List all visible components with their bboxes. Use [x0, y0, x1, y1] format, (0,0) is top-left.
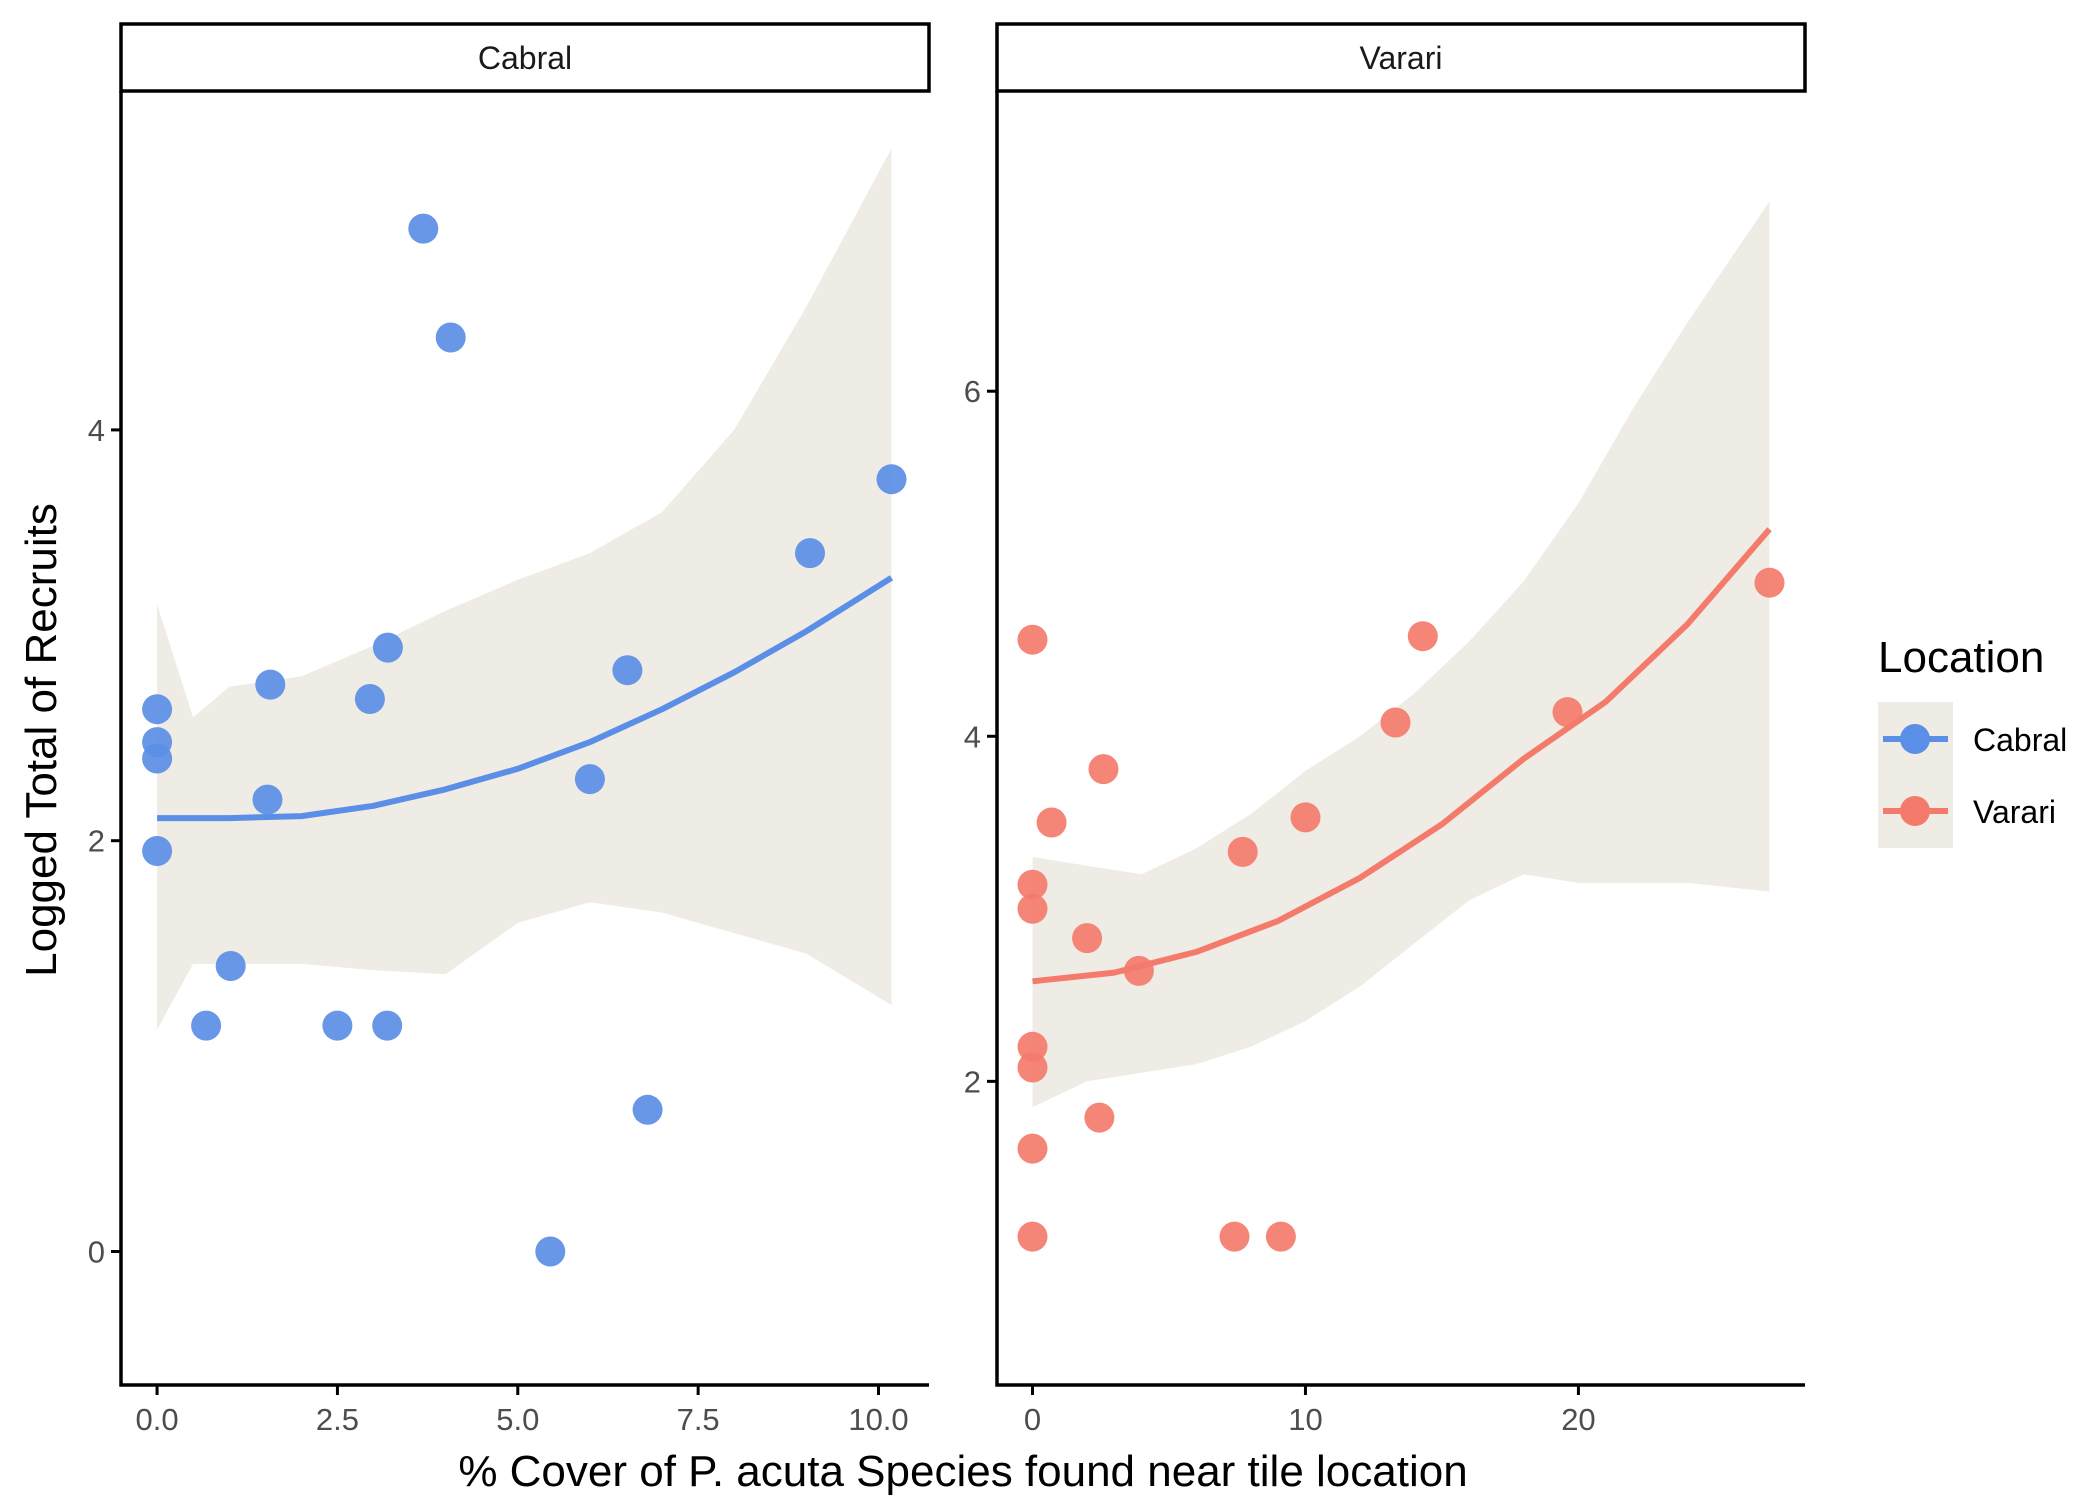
data-point-cabral-20: [876, 464, 907, 495]
data-point-cabral-19: [795, 538, 825, 569]
data-point-cabral-10: [354, 684, 385, 714]
data-point-cabral-16: [574, 764, 605, 795]
data-point-cabral-14: [435, 322, 466, 353]
x-tick-label-cabral-1: 2.5: [316, 1402, 359, 1437]
data-point-cabral-3: [142, 743, 173, 774]
y-tick-label-cabral-1: 2: [88, 824, 105, 859]
data-point-cabral-6: [215, 951, 246, 981]
data-point-varari-1: [1017, 624, 1048, 655]
x-axis-title: % Cover of P. acuta Species found near t…: [458, 1447, 1467, 1496]
data-point-varari-14: [1227, 836, 1258, 867]
data-point-varari-9: [1072, 923, 1103, 954]
data-point-cabral-13: [408, 213, 439, 244]
data-point-cabral-5: [191, 1010, 222, 1041]
y-tick-label-varari-2: 6: [964, 374, 981, 409]
data-point-varari-17: [1380, 707, 1411, 738]
data-point-cabral-4: [142, 836, 173, 866]
legend-point-cabral: [1900, 724, 1930, 754]
data-point-cabral-1: [142, 694, 173, 725]
confidence-ribbon-varari: [1032, 201, 1770, 1108]
legend-item-varari: Varari: [1883, 794, 2056, 830]
confidence-ribbon-cabral: [157, 148, 892, 1030]
x-tick-label-varari-1: 10: [1288, 1402, 1322, 1437]
data-point-cabral-8: [255, 669, 286, 700]
x-tick-label-cabral-0: 0.0: [136, 1402, 179, 1437]
data-point-cabral-15: [535, 1236, 566, 1267]
panel-varari: Varari 0 10 20 2 4 6: [964, 22, 1807, 1437]
y-tick-label-cabral-2: 4: [88, 413, 105, 448]
strip-label-varari: Varari: [1360, 40, 1443, 76]
data-point-cabral-7: [252, 784, 283, 815]
y-tick-label-varari-1: 4: [964, 719, 981, 754]
data-point-cabral-17: [612, 655, 643, 686]
data-point-varari-6: [1017, 1133, 1048, 1164]
y-tick-label-varari-0: 2: [964, 1064, 981, 1099]
data-point-varari-10: [1084, 1102, 1115, 1133]
legend-label-varari: Varari: [1973, 794, 2056, 830]
panel-cabral: Cabral 0.0 2.5 5.0 7.5 10.0 0 2 4: [88, 22, 931, 1437]
data-point-varari-13: [1219, 1221, 1250, 1252]
trend-line-cabral: [157, 575, 894, 822]
data-point-varari-16: [1290, 802, 1321, 833]
data-point-varari-7: [1017, 1221, 1048, 1252]
x-tick-label-varari-2: 20: [1561, 1402, 1595, 1437]
legend: Location Cabral Varari: [1878, 633, 2067, 848]
data-point-varari-3: [1017, 893, 1048, 924]
strip-label-cabral: Cabral: [478, 40, 572, 76]
strip-cabral: [119, 22, 931, 93]
data-point-cabral-11: [372, 1010, 403, 1041]
data-point-varari-18: [1407, 621, 1438, 652]
y-tick-label-cabral-0: 0: [88, 1234, 105, 1269]
legend-item-cabral: Cabral: [1883, 722, 2067, 758]
trend-line-varari: [1032, 527, 1772, 985]
y-axis-title: Logged Total of Recruits: [17, 503, 66, 977]
x-tick-label-cabral-2: 5.0: [496, 1402, 539, 1437]
data-point-varari-15: [1265, 1221, 1296, 1252]
legend-point-varari: [1900, 796, 1930, 826]
data-point-varari-5: [1017, 1052, 1048, 1083]
data-point-cabral-12: [372, 632, 403, 663]
legend-key-background: [1878, 702, 1953, 848]
data-point-varari-2: [1017, 869, 1048, 900]
data-point-varari-20: [1754, 567, 1785, 598]
legend-label-cabral: Cabral: [1973, 722, 2067, 758]
data-point-varari-4: [1017, 1031, 1048, 1062]
strip-varari: [995, 22, 1807, 93]
x-tick-label-cabral-3: 7.5: [677, 1402, 720, 1437]
legend-title: Location: [1878, 633, 2044, 682]
x-tick-label-cabral-4: 10.0: [848, 1402, 908, 1437]
x-tick-label-varari-0: 0: [1024, 1402, 1041, 1437]
data-point-cabral-18: [632, 1094, 663, 1125]
data-point-varari-8: [1036, 807, 1067, 838]
data-point-varari-11: [1088, 754, 1119, 785]
data-point-cabral-9: [322, 1010, 353, 1041]
